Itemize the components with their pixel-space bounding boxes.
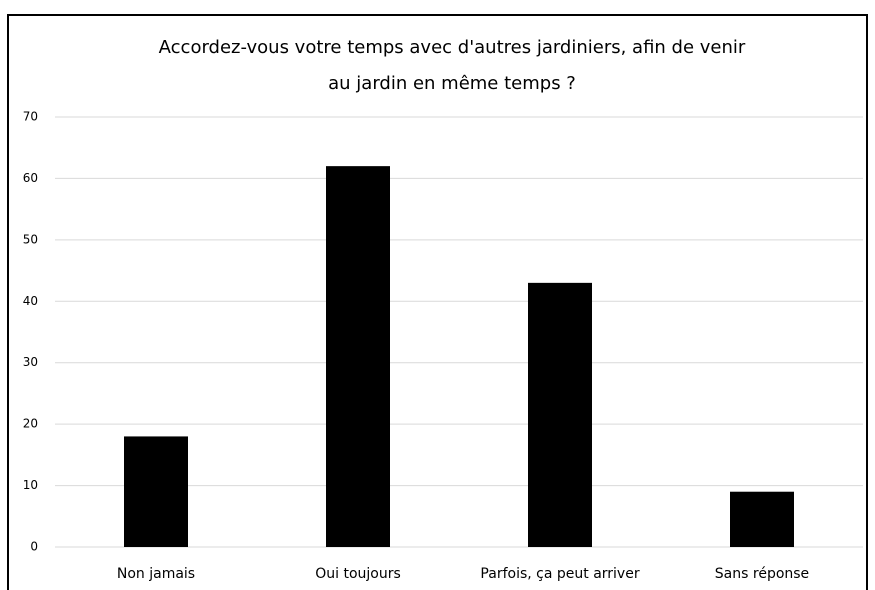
bar — [730, 491, 794, 547]
y-tick-label: 0 — [30, 540, 38, 554]
y-tick-label: 10 — [23, 478, 38, 492]
bar — [124, 436, 188, 547]
y-tick-label: 60 — [23, 171, 38, 185]
y-tick-label: 70 — [23, 110, 38, 124]
bar — [326, 166, 390, 547]
x-tick-label: Oui toujours — [315, 566, 401, 582]
y-tick-label: 20 — [23, 417, 38, 431]
y-tick-label: 40 — [23, 294, 38, 308]
bar — [528, 282, 592, 547]
chart-title: au jardin en même temps ? — [328, 73, 576, 94]
x-tick-label: Parfois, ça peut arriver — [480, 566, 639, 582]
x-tick-label: Non jamais — [117, 566, 195, 582]
y-tick-label: 50 — [23, 232, 38, 246]
x-tick-label: Sans réponse — [715, 566, 809, 582]
chart-title: Accordez-vous votre temps avec d'autres … — [159, 37, 746, 58]
y-tick-label: 30 — [23, 355, 38, 369]
